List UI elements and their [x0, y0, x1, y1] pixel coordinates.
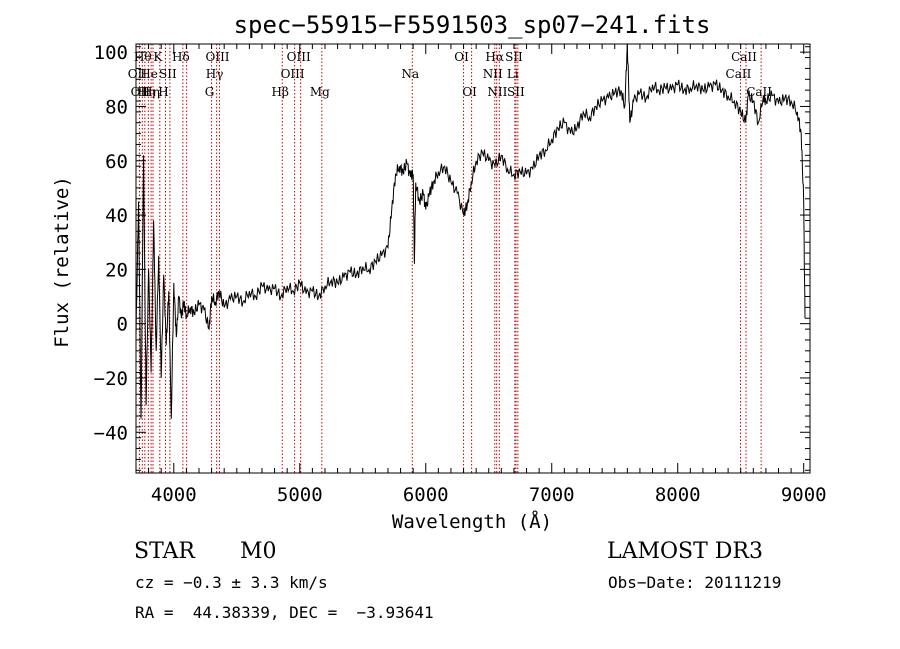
x-tick-label: 8000: [655, 484, 701, 506]
spectral-line-label: NII: [483, 67, 503, 81]
spectral-line-label: Hδ: [172, 50, 190, 64]
spectral-line-label: Hγ: [206, 67, 224, 81]
spectral-line-label: OI: [462, 85, 477, 99]
spectral-line-label: Hα: [485, 50, 504, 64]
plot-frame: [135, 43, 811, 474]
spectral-line-label: OIII: [287, 50, 311, 64]
spectral-line-label: Li: [507, 67, 519, 81]
x-tick-label: 7000: [529, 484, 575, 506]
redshift-cz: cz = −0.3 ± 3.3 km/s: [135, 573, 328, 592]
x-tick-label: 5000: [277, 484, 323, 506]
spectral-line-label: SII: [505, 50, 523, 64]
spectral-line-label: CaII: [726, 67, 752, 81]
object-type: STAR: [134, 539, 195, 564]
x-tick-label: 6000: [403, 484, 449, 506]
axis-ticks: 4000 5000 6000 7000 8000 9000 −40 −20 0 20 40 60 80 1…: [94, 42, 827, 506]
spectral-line-label: Hη: [142, 85, 160, 99]
obs-date: Obs−Date: 20111219: [608, 573, 782, 592]
spectral-line-label: OII: [128, 67, 148, 81]
y-axis-label: Flux (relative): [51, 176, 73, 348]
spectral-line-label: Hη: [138, 85, 156, 99]
x-tick-label: 9000: [781, 484, 827, 506]
spectral-line-label: K: [153, 50, 163, 64]
spectral-line-label: Hθ: [134, 50, 152, 64]
x-axis-label: Wavelength (Å): [392, 510, 552, 533]
spectral-line-label: NII: [487, 85, 507, 99]
spectral-line-label: CaII: [731, 50, 757, 64]
x-tick-label: 4000: [151, 484, 197, 506]
y-tick-label: 60: [105, 151, 128, 173]
spectral-lines: OIIOIIHθHηHeHηKHSIIHδGHγOIIIHβOIIIOIIIMg…: [128, 44, 772, 473]
spectral-line-label: SII: [159, 67, 177, 81]
spectral-line-label: OIII: [281, 67, 305, 81]
spectral-line-label: OIII: [205, 50, 229, 64]
chart-title: spec−55915−F5591503_sp07−241.fits: [234, 11, 711, 39]
spectral-line-label: G: [205, 85, 215, 99]
spectral-line-label: OI: [454, 50, 469, 64]
y-tick-label: 20: [105, 259, 128, 281]
survey-name: LAMOST DR3: [607, 539, 763, 564]
y-tick-label: 40: [105, 205, 128, 227]
spectral-line-label: Hβ: [272, 85, 289, 99]
series-line: [135, 43, 806, 419]
ra-dec: RA = 44.38339, DEC = −3.93641: [135, 603, 434, 622]
spectral-line-label: CaII: [746, 85, 772, 99]
spectral-line-label: He: [140, 67, 158, 81]
y-tick-label: −20: [94, 368, 128, 390]
data-series: [135, 43, 806, 419]
y-tick-label: 100: [94, 42, 128, 64]
y-tick-label: 0: [117, 314, 128, 336]
spectral-line-label: Na: [401, 67, 419, 81]
spectral-line-label: SII: [507, 85, 525, 99]
y-tick-label: 80: [105, 96, 128, 118]
spectral-line-label: H: [158, 85, 168, 99]
y-tick-label: −40: [94, 422, 128, 444]
object-subclass: M0: [240, 539, 277, 564]
spectral-line-label: Mg: [310, 85, 330, 99]
